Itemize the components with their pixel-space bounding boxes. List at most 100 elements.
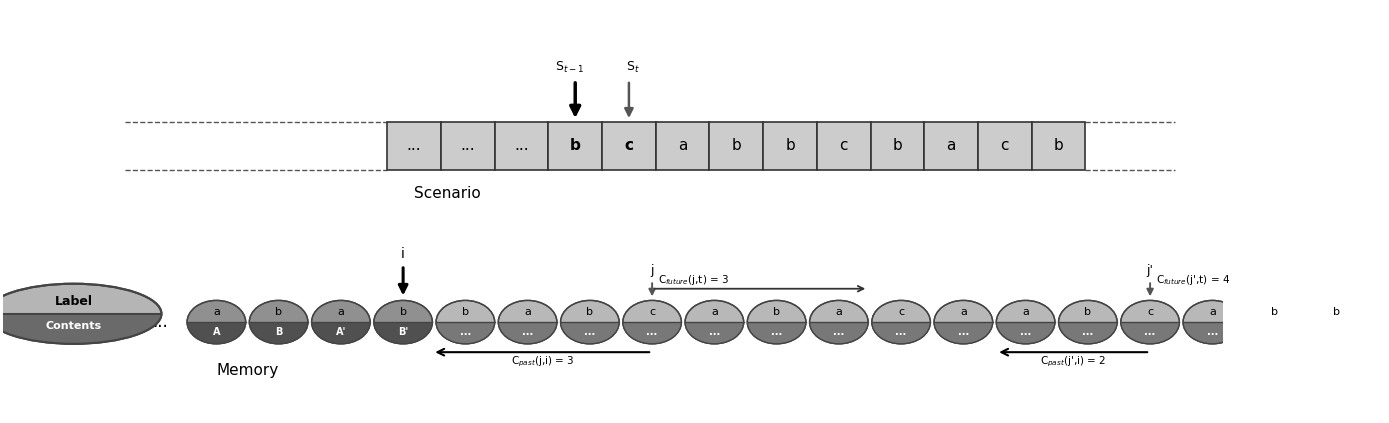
Polygon shape [622, 322, 682, 344]
Text: b: b [774, 308, 781, 317]
FancyBboxPatch shape [549, 122, 601, 170]
Text: b: b [1271, 308, 1278, 317]
Polygon shape [188, 322, 246, 344]
Text: a: a [835, 308, 842, 317]
Ellipse shape [1307, 300, 1367, 344]
FancyBboxPatch shape [601, 122, 656, 170]
Text: A': A' [336, 327, 346, 337]
Text: c: c [1147, 308, 1153, 317]
Text: b: b [1333, 308, 1340, 317]
Text: C$_{future}$(j',t) = 4: C$_{future}$(j',t) = 4 [1156, 273, 1231, 287]
Text: b: b [569, 138, 581, 153]
FancyBboxPatch shape [871, 122, 924, 170]
Text: ...: ... [461, 138, 475, 153]
Text: A: A [213, 327, 219, 337]
Text: i: i [401, 247, 406, 261]
Ellipse shape [561, 300, 619, 344]
FancyBboxPatch shape [656, 122, 710, 170]
Polygon shape [561, 322, 619, 344]
Ellipse shape [933, 300, 993, 344]
Text: B': B' [399, 327, 408, 337]
Ellipse shape [1058, 300, 1117, 344]
Polygon shape [1058, 322, 1117, 344]
Text: ...: ... [407, 138, 421, 153]
Polygon shape [0, 314, 161, 344]
Text: ...: ... [1020, 327, 1031, 337]
Ellipse shape [436, 300, 494, 344]
Polygon shape [1121, 322, 1179, 344]
Polygon shape [1246, 322, 1304, 344]
Polygon shape [250, 322, 308, 344]
Text: Scenario: Scenario [414, 187, 481, 201]
FancyBboxPatch shape [440, 122, 494, 170]
Text: a: a [213, 308, 219, 317]
Text: c: c [649, 308, 656, 317]
Text: ...: ... [771, 327, 782, 337]
Polygon shape [1307, 322, 1367, 344]
Polygon shape [499, 322, 557, 344]
Ellipse shape [685, 300, 743, 344]
Ellipse shape [622, 300, 682, 344]
Ellipse shape [1183, 300, 1242, 344]
Ellipse shape [872, 300, 931, 344]
Polygon shape [810, 322, 868, 344]
Ellipse shape [747, 300, 806, 344]
Text: b: b [1054, 138, 1064, 153]
Text: a: a [338, 308, 344, 317]
Text: S$_t$: S$_t$ [625, 60, 639, 74]
Text: ...: ... [708, 327, 720, 337]
Text: ...: ... [1270, 327, 1281, 337]
Text: c: c [899, 308, 904, 317]
Text: c: c [625, 138, 633, 153]
Text: j': j' [1146, 264, 1154, 277]
Ellipse shape [311, 300, 369, 344]
Text: ...: ... [460, 327, 471, 337]
Text: ...: ... [958, 327, 970, 337]
Text: Contents: Contents [46, 321, 101, 331]
Ellipse shape [0, 284, 161, 344]
Text: ...: ... [646, 327, 658, 337]
FancyBboxPatch shape [763, 122, 817, 170]
Polygon shape [872, 322, 931, 344]
Text: ...: ... [153, 313, 168, 331]
Text: j: j [650, 264, 654, 277]
FancyBboxPatch shape [710, 122, 763, 170]
Text: a: a [1022, 308, 1029, 317]
Ellipse shape [188, 300, 246, 344]
Text: ...: ... [896, 327, 907, 337]
Ellipse shape [810, 300, 868, 344]
FancyBboxPatch shape [978, 122, 1032, 170]
Ellipse shape [996, 300, 1054, 344]
FancyBboxPatch shape [817, 122, 871, 170]
Polygon shape [374, 322, 432, 344]
FancyBboxPatch shape [388, 122, 440, 170]
Text: a: a [678, 138, 688, 153]
Text: a: a [524, 308, 531, 317]
Ellipse shape [1121, 300, 1179, 344]
FancyBboxPatch shape [494, 122, 549, 170]
Text: ...: ... [585, 327, 596, 337]
Text: ...: ... [1145, 327, 1156, 337]
Text: B: B [275, 327, 282, 337]
Text: b: b [463, 308, 469, 317]
Polygon shape [933, 322, 993, 344]
Polygon shape [996, 322, 1054, 344]
Polygon shape [436, 322, 494, 344]
Text: Label: Label [54, 295, 93, 308]
FancyBboxPatch shape [1032, 122, 1085, 170]
Polygon shape [685, 322, 743, 344]
Text: b: b [732, 138, 742, 153]
Text: b: b [400, 308, 407, 317]
Text: c: c [1000, 138, 1008, 153]
Text: ...: ... [833, 327, 845, 337]
Ellipse shape [250, 300, 308, 344]
Text: b: b [586, 308, 593, 317]
Text: C$_{past}$(j,i) = 3: C$_{past}$(j,i) = 3 [511, 354, 574, 369]
Text: Memory: Memory [217, 363, 279, 378]
Text: ...: ... [514, 138, 529, 153]
Text: a: a [1208, 308, 1215, 317]
Text: b: b [275, 308, 282, 317]
FancyBboxPatch shape [924, 122, 978, 170]
Ellipse shape [374, 300, 432, 344]
Text: a: a [946, 138, 956, 153]
